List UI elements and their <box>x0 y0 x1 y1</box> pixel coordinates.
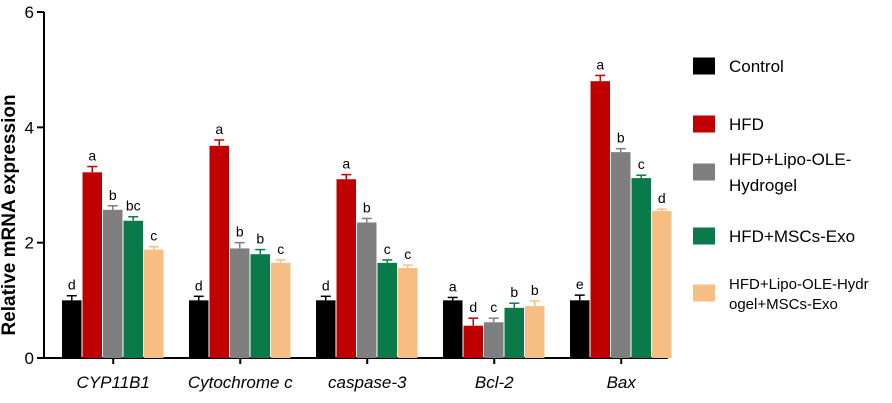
significance-letter: c <box>277 241 284 257</box>
legend: Control HFD HFD+Lipo-OLE- Hydrogel HFD+MSCs-… <box>693 57 869 313</box>
significance-letter: e <box>576 276 584 292</box>
significance-letter: b <box>510 284 518 300</box>
significance-letter: d <box>469 299 477 315</box>
legend-swatch-s3 <box>693 227 715 245</box>
legend-swatch-s4 <box>693 284 715 302</box>
significance-letter: c <box>638 156 645 172</box>
significance-letter: a <box>88 148 96 164</box>
significance-letter: b <box>617 130 625 146</box>
bar-bcl-2-s2 <box>484 322 504 358</box>
y-tick-label: 4 <box>25 118 34 137</box>
legend-label: HFD <box>729 115 764 134</box>
significance-letter: b <box>256 231 264 247</box>
bar-cyp11b1-s1 <box>82 172 102 358</box>
bar-bax-s3 <box>631 178 651 358</box>
bar-caspase-3-s2 <box>357 222 377 358</box>
legend-swatch-s2 <box>693 163 715 181</box>
y-tick-label: 2 <box>25 234 34 253</box>
bar-cyp11b1-s0 <box>62 300 82 358</box>
significance-letter: c <box>404 246 411 262</box>
legend-swatch-s0 <box>693 57 715 75</box>
significance-letter: b <box>236 224 244 240</box>
significance-letter: c <box>384 241 391 257</box>
bar-bcl-2-s1 <box>463 325 483 358</box>
significance-letter: a <box>342 156 350 172</box>
significance-letter: bc <box>126 198 141 214</box>
bar-bax-s4 <box>652 210 672 358</box>
significance-letter: c <box>150 228 157 244</box>
bar-bcl-2-s3 <box>504 307 524 358</box>
legend-label: HFD+Lipo-OLE-Hydr <box>729 276 869 293</box>
bar-caspase-3-s3 <box>377 262 397 358</box>
bar-cytochrome-c-s2 <box>230 248 250 358</box>
legend-label: Hydrogel <box>729 176 797 195</box>
bar-caspase-3-s4 <box>398 268 418 358</box>
significance-letter: b <box>363 199 371 215</box>
significance-letter: d <box>658 190 666 206</box>
x-category-label: caspase-3 <box>328 373 407 392</box>
y-tick-label: 6 <box>25 3 34 22</box>
bar-cytochrome-c-s3 <box>250 254 270 358</box>
bar-cytochrome-c-s0 <box>189 300 209 358</box>
significance-letter: c <box>490 299 497 315</box>
x-category-label: Cytochrome c <box>188 373 293 392</box>
bar-cyp11b1-s4 <box>144 249 164 358</box>
significance-letter: a <box>215 121 223 137</box>
significance-letter: d <box>195 277 203 293</box>
bar-bcl-2-s0 <box>443 300 463 358</box>
significance-letter: b <box>109 187 117 203</box>
bar-bax-s2 <box>611 152 631 358</box>
x-category-label: Bcl-2 <box>475 373 514 392</box>
legend-swatch-s1 <box>693 115 715 133</box>
bar-caspase-3-s1 <box>336 179 356 358</box>
legend-label: HFD+MSCs-Exo <box>729 227 855 246</box>
bar-cyp11b1-s2 <box>103 209 123 358</box>
significance-letter: d <box>322 277 330 293</box>
y-axis-label: Relative mRNA expression <box>0 94 20 335</box>
x-category-label: Bax <box>607 373 637 392</box>
bar-cyp11b1-s3 <box>123 220 143 358</box>
significance-letter: b <box>531 282 539 298</box>
bar-caspase-3-s0 <box>316 300 336 358</box>
significance-letter: d <box>68 277 76 293</box>
x-category-label: CYP11B1 <box>77 373 150 392</box>
y-axis-label-group: Relative mRNA expression <box>0 94 20 335</box>
bar-cytochrome-c-s4 <box>271 262 291 358</box>
legend-label: ogel+MSCs-Exo <box>729 296 838 313</box>
significance-letter: a <box>449 278 457 294</box>
y-tick-label: 0 <box>25 349 34 368</box>
legend-label: Control <box>729 57 784 76</box>
bar-bax-s0 <box>570 300 590 358</box>
bar-cytochrome-c-s1 <box>209 145 229 358</box>
legend-label: HFD+Lipo-OLE- <box>729 150 851 169</box>
bar-bax-s1 <box>590 81 610 358</box>
bar-bcl-2-s4 <box>525 306 545 358</box>
significance-letter: a <box>596 56 604 72</box>
